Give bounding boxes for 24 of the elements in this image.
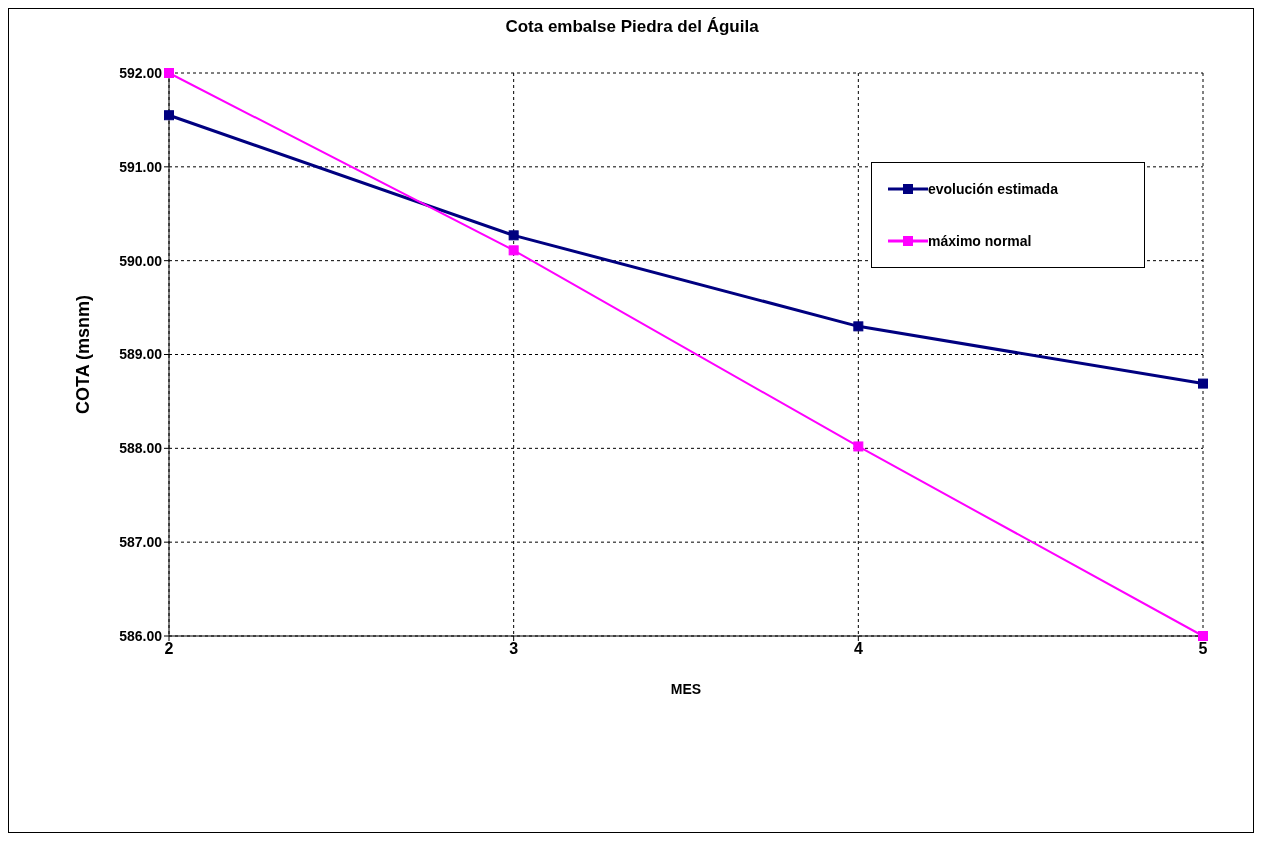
y-tick-label: 591.00 (119, 158, 163, 175)
x-axis-title: MES (670, 681, 702, 697)
point (508, 245, 519, 256)
point (164, 110, 174, 121)
point (508, 230, 519, 241)
chart-title: Cota embalse Piedra del Águila (504, 17, 760, 37)
point (164, 68, 174, 78)
legend-label: evolución estimada (928, 181, 1058, 197)
x-tick-label: 3 (509, 640, 519, 658)
legend-label: máximo normal (928, 233, 1032, 249)
point (1198, 631, 1208, 641)
x-tick-label: 4 (853, 640, 863, 658)
point (853, 321, 864, 332)
x-tick-label: 2 (164, 640, 174, 658)
point (853, 441, 864, 452)
y-axis-title: COTA (msnm) (73, 295, 94, 414)
y-tick-label: 588.00 (119, 440, 163, 457)
y-tick-label: 586.00 (119, 627, 163, 644)
y-tick-label: 587.00 (119, 534, 163, 551)
point (1198, 378, 1208, 389)
y-tick-label: 589.00 (119, 346, 163, 363)
y-tick-label: 590.00 (119, 252, 163, 269)
y-tick-label: 592.00 (119, 64, 163, 81)
x-tick-label: 5 (1198, 640, 1208, 658)
